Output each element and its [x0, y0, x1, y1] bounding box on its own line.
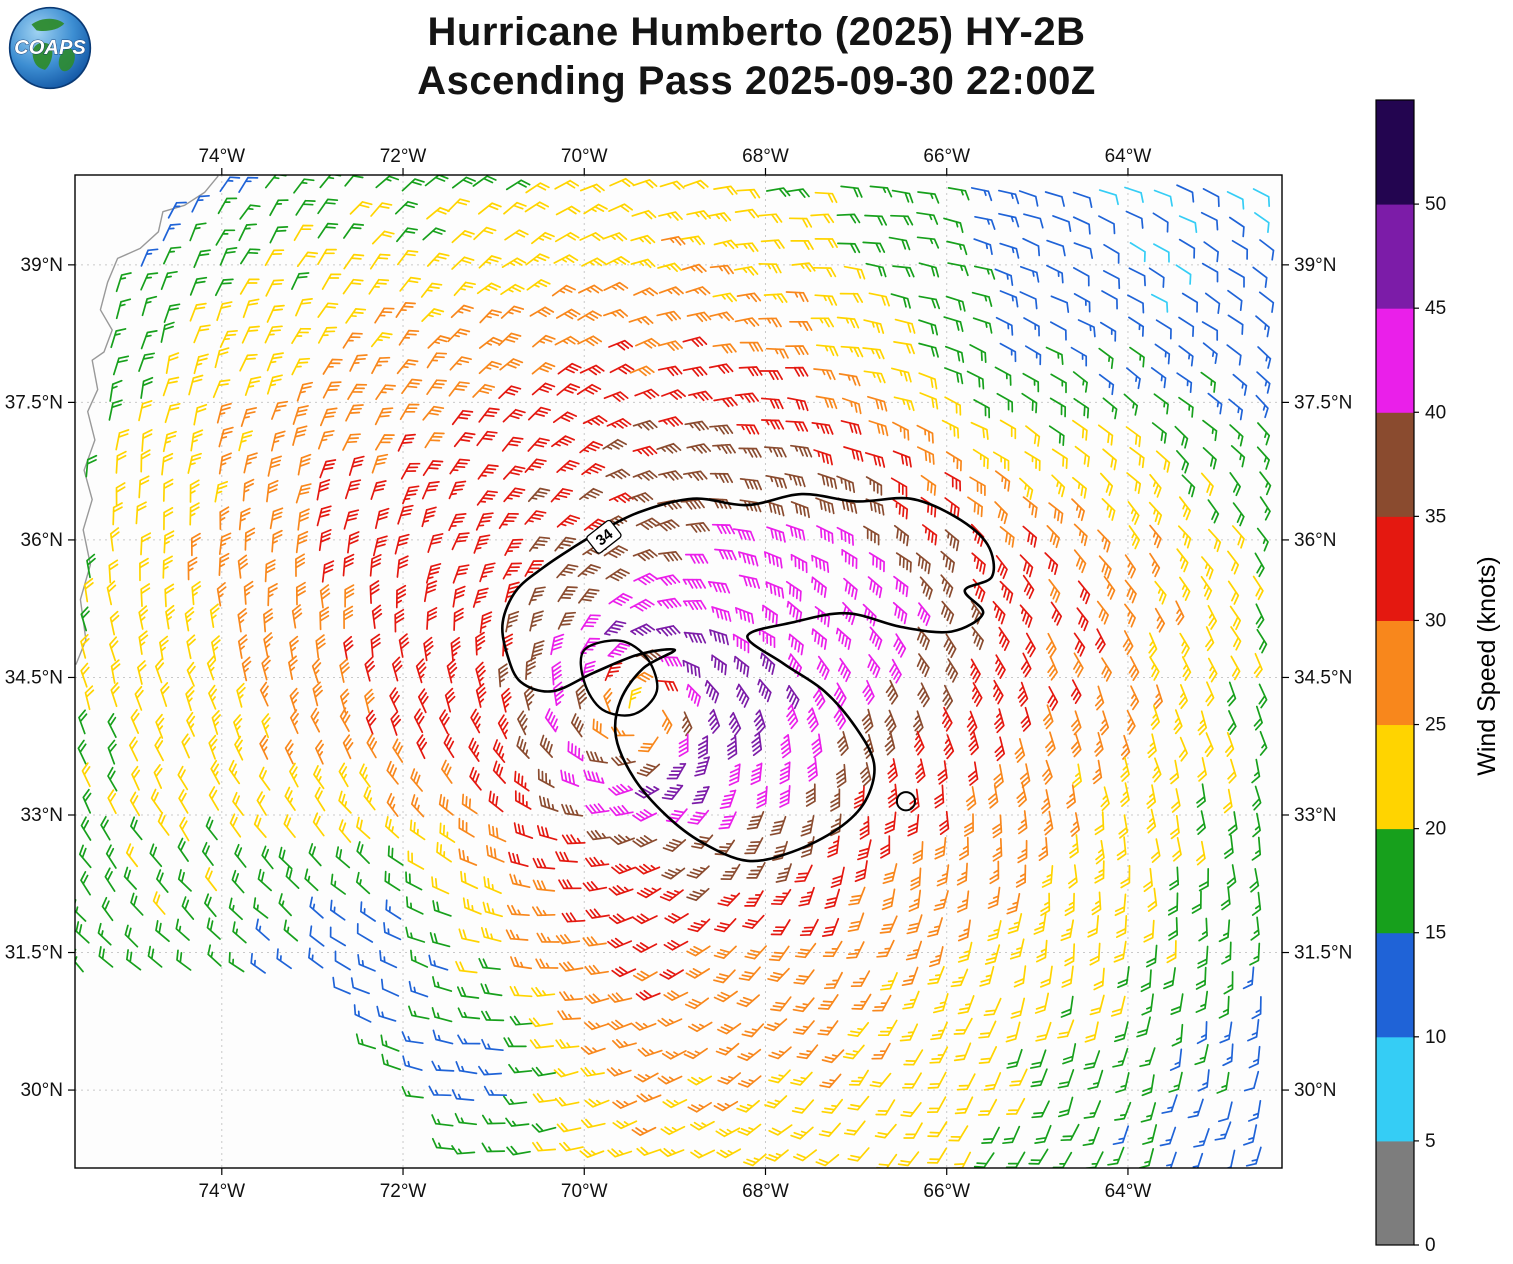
y-tick-label-right: 31.5°N [1294, 943, 1352, 964]
x-tick-label-bottom: 72°W [380, 1181, 427, 1202]
colorbar-tick-label: 50 [1425, 194, 1446, 215]
y-tick-label-left: 39°N [21, 255, 63, 276]
x-tick-label-top: 72°W [380, 146, 427, 167]
colorbar-tick-label: 40 [1425, 402, 1446, 423]
y-tick-label-left: 30°N [21, 1080, 63, 1101]
y-tick-label-left: 31.5°N [5, 943, 63, 964]
colorbar-tick-label: 35 [1425, 506, 1446, 527]
land-shape [58, 48, 75, 72]
barb-field [75, 175, 1275, 1168]
colorbar-tick-label: 45 [1425, 298, 1446, 319]
y-tick-label-right: 36°N [1294, 530, 1336, 551]
colorbar-tick-label: 0 [1425, 1235, 1436, 1256]
coaps-logo: COAPS [8, 6, 92, 90]
y-tick-label-left: 33°N [21, 805, 63, 826]
x-tick-label-top: 70°W [561, 146, 608, 167]
x-tick-label-top: 66°W [923, 146, 970, 167]
y-tick-label-right: 34.5°N [1294, 667, 1352, 688]
colorbar-axis-label: Wind Speed (knots) [1473, 556, 1501, 776]
logo-text: COAPS [14, 37, 86, 59]
y-tick-label-right: 33°N [1294, 805, 1336, 826]
x-tick-label-bottom: 64°W [1105, 1181, 1152, 1202]
x-tick-label-top: 64°W [1105, 146, 1152, 167]
colorbar-tick-label: 25 [1425, 715, 1446, 736]
x-tick-label-bottom: 70°W [561, 1181, 608, 1202]
colorbar-tick-label: 5 [1425, 1131, 1436, 1152]
y-tick-label-right: 39°N [1294, 255, 1336, 276]
axes: 74°W 74°W 72°W 72°W 70°W 70°W 68°W 68°W 66°W 66°W… [5, 146, 1353, 1202]
land-shape [31, 18, 65, 31]
x-tick-label-bottom: 74°W [198, 1181, 245, 1202]
land-shape [32, 42, 53, 70]
y-tick-label-left: 34.5°N [5, 667, 63, 688]
coastline [75, 175, 219, 665]
x-tick-label-bottom: 68°W [742, 1181, 789, 1202]
x-tick-label-top: 74°W [198, 146, 245, 167]
colorbar-tick-label: 30 [1425, 610, 1446, 631]
figure-title: Hurricane Humberto (2025) HY-2B Ascendin… [0, 8, 1513, 106]
y-tick-label-right: 30°N [1294, 1080, 1336, 1101]
colorbar-tick-label: 10 [1425, 1027, 1446, 1048]
x-tick-label-bottom: 66°W [923, 1181, 970, 1202]
y-tick-label-left: 36°N [21, 530, 63, 551]
colorbar-tick-label: 20 [1425, 819, 1446, 840]
y-tick-label-left: 37.5°N [5, 392, 63, 413]
title-line-2: Ascending Pass 2025-09-30 22:00Z [417, 58, 1096, 103]
colorbar-tick-label: 15 [1425, 923, 1446, 944]
colorbar: 0 5 10 15 20 25 30 35 40 45 50 [1375, 99, 1446, 1256]
x-tick-label-top: 68°W [742, 146, 789, 167]
title-line-1: Hurricane Humberto (2025) HY-2B [427, 10, 1086, 54]
y-tick-label-right: 37.5°N [1294, 392, 1352, 413]
